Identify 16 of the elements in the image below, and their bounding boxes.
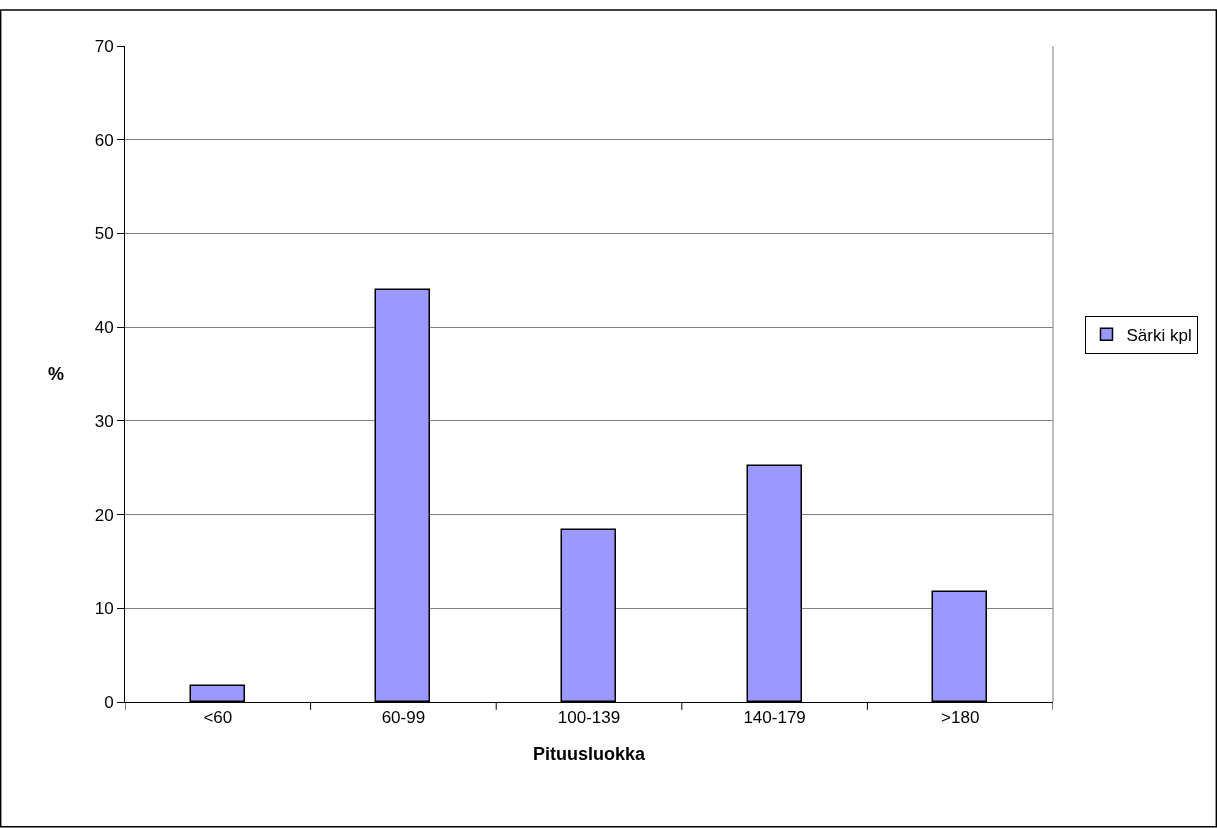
y-tick-label: 0 — [104, 692, 114, 712]
x-tick-label: <60 — [203, 708, 233, 728]
y-axis-title: % — [48, 364, 65, 384]
y-tick-label: 50 — [94, 224, 114, 244]
y-tick-label: 70 — [94, 36, 114, 56]
y-tick-label: 40 — [94, 318, 114, 338]
x-tick-label: 140-179 — [743, 708, 806, 728]
x-axis-title: Pituusluokka — [532, 743, 646, 764]
x-tick-label: >180 — [941, 708, 980, 728]
y-tick-label: 60 — [94, 130, 114, 150]
x-tick-label: 60-99 — [381, 708, 426, 728]
x-tick-label: 100-139 — [557, 708, 621, 728]
y-tick-label: 30 — [94, 411, 114, 431]
y-tick-label: 10 — [94, 599, 114, 619]
y-tick-label: 20 — [94, 505, 114, 525]
legend-label: Särki kpl — [1126, 325, 1192, 345]
